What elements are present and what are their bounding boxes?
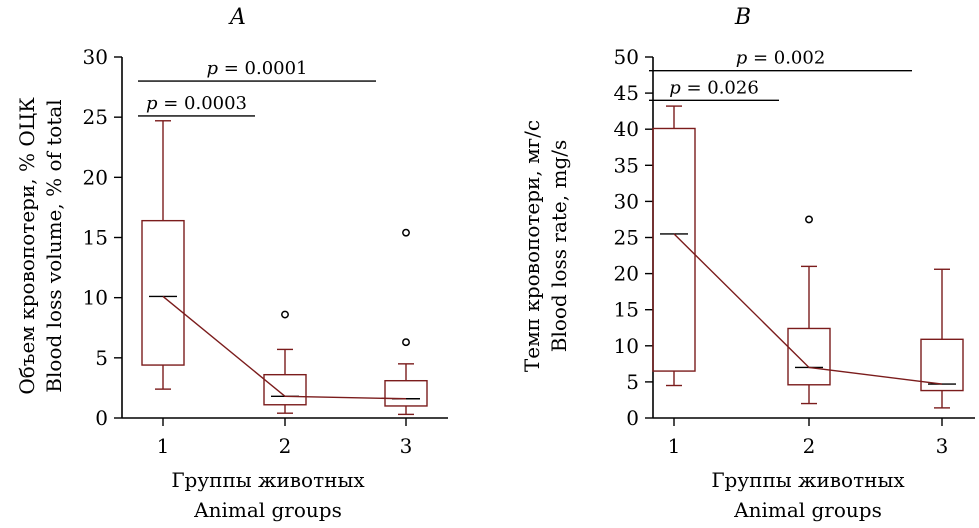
y-tick-label: 25 — [614, 226, 639, 250]
x-tick-label: 1 — [157, 434, 170, 458]
panel-b-xlabel-en: Animal groups — [733, 498, 882, 522]
box-group-1 — [652, 105, 696, 387]
panel-b: B Темп кровопотери, мг/с Blood loss rate… — [520, 5, 975, 522]
y-tick-label: 45 — [614, 81, 639, 105]
y-tick-label: 15 — [83, 226, 108, 250]
panel-a-xlabel-en: Animal groups — [193, 498, 342, 522]
significance-label: p = 0.026 — [669, 77, 759, 98]
outlier-point — [805, 215, 813, 224]
box-iqr — [384, 379, 428, 407]
x-tick-label: 2 — [279, 434, 292, 458]
panel-a: A Объем кровопотери, % ОЦК Blood loss vo… — [15, 5, 448, 522]
box-group-2 — [787, 215, 831, 405]
x-tick-label: 3 — [936, 434, 949, 458]
panel-b-ylabel-en: Blood loss rate, mg/s — [547, 140, 571, 353]
panel-a-ylabel-en: Blood loss volume, % of total — [42, 99, 66, 392]
y-tick-label: 20 — [614, 262, 639, 286]
y-tick-label: 10 — [83, 286, 108, 310]
y-tick-label: 50 — [614, 45, 639, 69]
box-iqr — [263, 373, 307, 406]
y-tick-label: 15 — [614, 298, 639, 322]
panel-a-label: A — [228, 5, 246, 30]
x-tick-label: 2 — [803, 434, 816, 458]
panel-a-plot-area: 0 5 10 15 20 25 30 1 2 3 p = 0.0003 p = 0.0001 — [83, 45, 448, 458]
panel-b-ylabel-ru: Темп кровопотери, мг/с — [520, 120, 544, 372]
box-iqr — [787, 327, 831, 386]
y-tick-label: 0 — [626, 406, 639, 430]
significance-label: p = 0.002 — [736, 48, 826, 69]
box-iqr — [141, 219, 185, 366]
box-iqr — [920, 338, 964, 392]
y-tick-label: 10 — [614, 334, 639, 358]
y-tick-label: 5 — [626, 370, 639, 394]
median-trend-line — [162, 295, 407, 400]
box-group-3 — [384, 228, 428, 416]
significance-label: p = 0.0001 — [206, 58, 307, 79]
x-tick-label: 3 — [400, 434, 413, 458]
y-tick-label: 25 — [83, 105, 108, 129]
panel-a-ylabel-ru: Объем кровопотери, % ОЦК — [15, 97, 39, 395]
box-group-3 — [920, 268, 964, 409]
significance-label: p = 0.0003 — [146, 93, 247, 114]
y-tick-label: 40 — [614, 117, 639, 141]
box-iqr — [652, 127, 696, 372]
y-tick-label: 35 — [614, 153, 639, 177]
y-tick-label: 5 — [95, 346, 108, 370]
x-tick-label: 1 — [668, 434, 681, 458]
panel-b-label: B — [734, 5, 751, 30]
outlier-point — [402, 228, 410, 237]
y-tick-label: 0 — [95, 406, 108, 430]
y-tick-label: 30 — [614, 189, 639, 213]
outlier-point — [402, 338, 410, 347]
panel-b-plot-area: 0 5 10 15 20 25 30 35 40 45 50 1 2 3 p = 0.026 p = 0.00… — [614, 45, 975, 458]
y-tick-label: 30 — [83, 45, 108, 69]
outlier-point — [281, 310, 289, 319]
y-tick-label: 20 — [83, 165, 108, 189]
panel-a-xlabel-ru: Группы животных — [171, 468, 365, 492]
median-trend-line — [673, 233, 943, 385]
panel-b-xlabel-ru: Группы животных — [711, 468, 905, 492]
box-group-1 — [141, 120, 185, 390]
box-group-2 — [263, 310, 307, 414]
